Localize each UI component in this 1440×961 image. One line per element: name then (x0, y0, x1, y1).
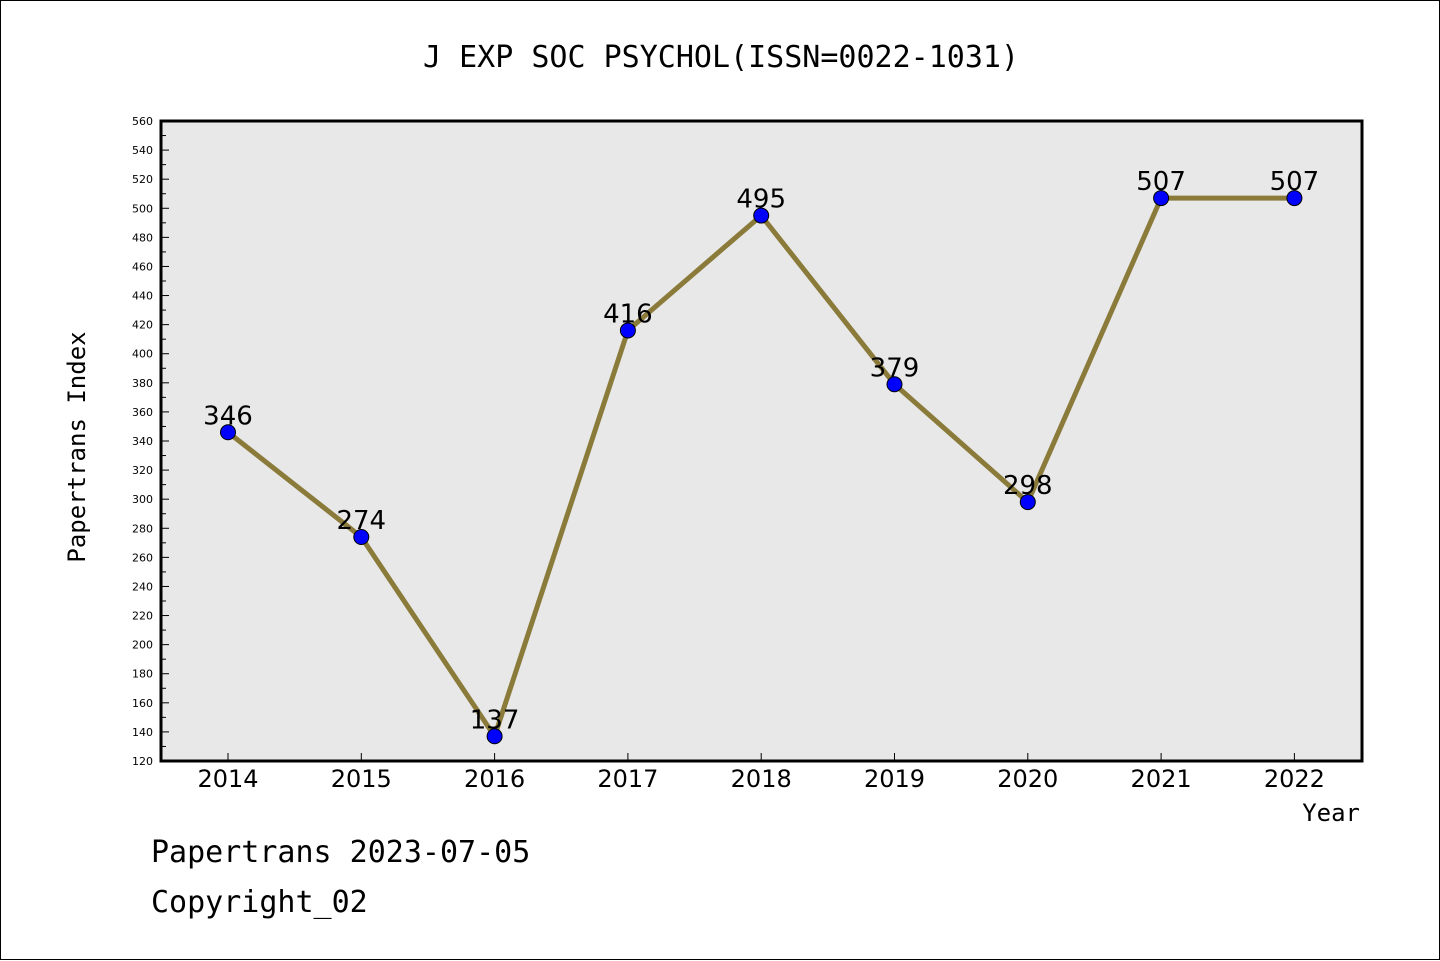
data-point (1286, 190, 1303, 207)
y-tick-label: 120 (132, 755, 153, 768)
data-point (753, 207, 770, 224)
x-tick-label: 2020 (997, 765, 1058, 793)
x-tick-label: 2019 (864, 765, 925, 793)
y-tick-label: 460 (132, 260, 153, 273)
x-tick-label: 2018 (731, 765, 792, 793)
data-label: 274 (336, 506, 386, 536)
y-tick-label: 160 (132, 697, 153, 710)
x-tick-label: 2016 (464, 765, 525, 793)
y-tick-label: 280 (132, 522, 153, 535)
x-tick-label: 2017 (597, 765, 658, 793)
y-axis-title: Papertrans Index (63, 331, 91, 562)
y-tick-label: 440 (132, 290, 153, 303)
y-tick-label: 260 (132, 551, 153, 564)
y-tick-label: 360 (132, 406, 153, 419)
series-markers (220, 190, 1303, 745)
x-axis-title: Year (1302, 799, 1360, 827)
data-point (486, 728, 503, 745)
y-tick-label: 420 (132, 319, 153, 332)
y-tick-label: 380 (132, 377, 153, 390)
y-tick-label: 240 (132, 580, 153, 593)
data-label: 298 (1003, 471, 1053, 501)
y-tick-label: 180 (132, 668, 153, 681)
chart-title: J EXP SOC PSYCHOL(ISSN=0022-1031) (423, 40, 1019, 75)
data-point (886, 376, 903, 393)
data-point (1019, 494, 1036, 511)
y-tick-label: 480 (132, 231, 153, 244)
y-tick-label: 540 (132, 144, 153, 157)
x-tick-label: 2015 (331, 765, 392, 793)
x-tick-label: 2022 (1264, 765, 1325, 793)
y-tick-label: 320 (132, 464, 153, 477)
y-tick-label: 140 (132, 726, 153, 739)
data-label: 137 (470, 705, 520, 735)
footer-date: Papertrans 2023-07-05 (151, 835, 531, 870)
plot-area (161, 121, 1362, 761)
y-tick-label: 560 (132, 115, 153, 128)
data-label: 416 (603, 299, 653, 329)
y-tick-label: 200 (132, 639, 153, 652)
data-label: 379 (870, 353, 920, 383)
data-label: 346 (203, 401, 253, 431)
y-tick-label: 520 (132, 173, 153, 186)
data-point (1153, 190, 1170, 207)
y-tick-label: 500 (132, 202, 153, 215)
y-tick-label: 340 (132, 435, 153, 448)
data-label: 507 (1270, 167, 1320, 197)
y-axis: 120 140 160 180 200 220 240 260 280 300 320 340 360 3… (132, 115, 169, 768)
x-tick-label: 2014 (197, 765, 258, 793)
data-labels: 346 274 137 416 495 379 298 507 507 (203, 167, 1319, 735)
data-point (619, 322, 636, 339)
y-tick-label: 300 (132, 493, 153, 506)
data-label: 495 (736, 185, 786, 215)
footer-copyright: Copyright_02 (151, 885, 368, 920)
data-label: 507 (1136, 167, 1186, 197)
x-tick-label: 2021 (1131, 765, 1192, 793)
x-axis: 2014 2015 2016 2017 2018 2019 2020 2021 2022 (197, 753, 1325, 793)
y-tick-label: 400 (132, 348, 153, 361)
plot-border (159, 119, 1364, 763)
y-tick-label: 220 (132, 610, 153, 623)
data-point (220, 424, 236, 441)
data-point (353, 529, 370, 545)
